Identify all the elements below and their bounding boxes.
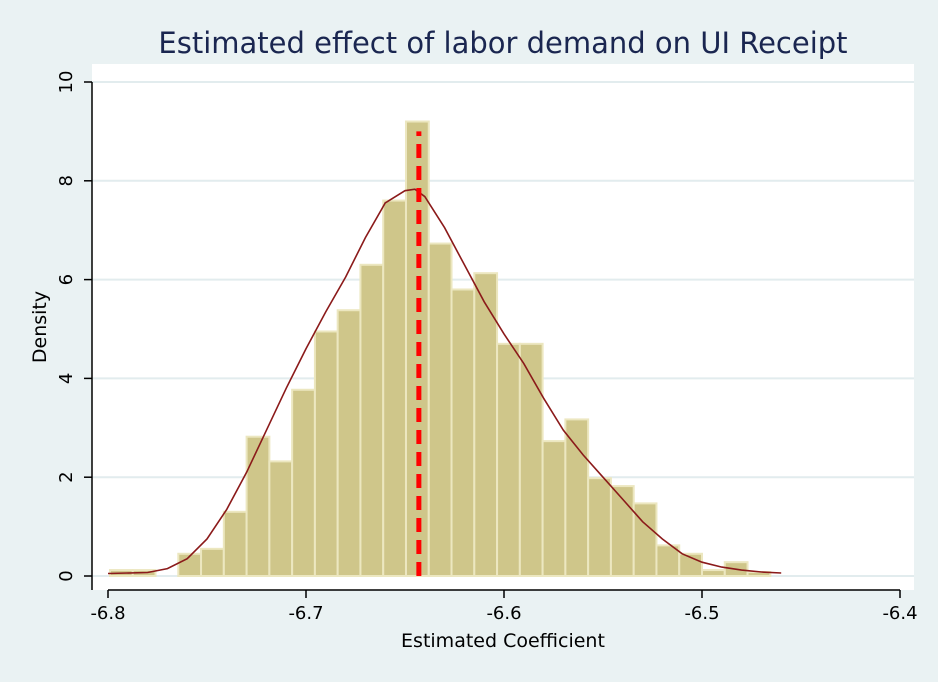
y-tick-label: 4 <box>56 373 77 384</box>
density-curve <box>107 188 782 575</box>
histogram-bar <box>496 342 521 577</box>
x-tick-label: -6.4 <box>882 603 917 624</box>
chart-title: Estimated effect of labor demand on UI R… <box>158 26 847 60</box>
histogram-bar <box>587 477 612 577</box>
y-tick-label: 6 <box>56 274 77 285</box>
x-tick-label: -6.6 <box>486 603 521 624</box>
bar-layer <box>108 120 772 578</box>
histogram-bar <box>382 199 407 577</box>
y-axis-label: Density <box>29 291 51 363</box>
histogram-bar <box>632 502 658 577</box>
histogram-bar <box>701 569 726 578</box>
axis-layer: 0 2 4 6 8 10 -6.8 -6.7 -6.6 -6.5 -6.4 <box>56 71 918 624</box>
histogram-bar <box>427 242 453 577</box>
histogram-bar <box>313 330 339 577</box>
histogram-bar <box>359 263 385 577</box>
histogram-bar <box>450 288 476 577</box>
histogram-bar <box>222 510 248 577</box>
histogram-bar <box>291 388 316 577</box>
histogram-bar <box>564 418 590 578</box>
y-tick-label: 2 <box>56 471 77 482</box>
histogram-bar <box>200 547 225 578</box>
histogram-bar <box>518 342 544 577</box>
histogram-bar <box>268 460 294 577</box>
x-tick-label: -6.8 <box>90 603 125 624</box>
x-tick-label: -6.5 <box>684 603 719 624</box>
histogram-bar <box>541 440 567 577</box>
x-tick-label: -6.7 <box>288 603 323 624</box>
y-tick-label: 0 <box>56 570 77 581</box>
histogram-bar <box>336 309 362 577</box>
y-tick-label: 8 <box>56 175 77 186</box>
histogram-bar <box>245 435 271 577</box>
line-layer <box>107 131 782 576</box>
y-tick-label: 10 <box>56 71 77 94</box>
x-axis-label: Estimated Coefficient <box>401 630 605 652</box>
